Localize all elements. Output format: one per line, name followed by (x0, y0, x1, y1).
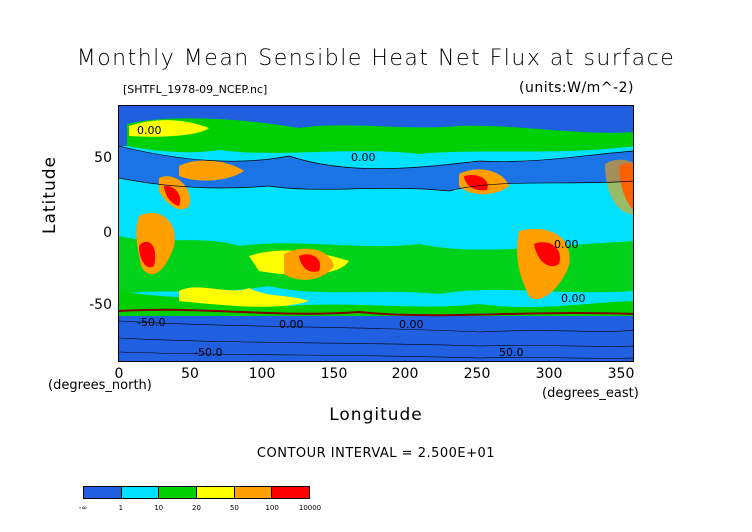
siberia-yellow (129, 120, 209, 137)
colorbar-label: 10000 (298, 504, 322, 512)
southern-green-band (119, 236, 633, 294)
antarctic-blue-band (119, 311, 633, 361)
southern-yellow-patch (179, 287, 309, 307)
south-america-orange (517, 229, 570, 300)
contour-label: 50.0 (499, 346, 524, 359)
contour-label: 0.00 (137, 124, 162, 137)
africa-red (139, 241, 156, 268)
x-axis-label: Longitude (329, 405, 423, 425)
x-tick-label: 0 (114, 366, 124, 382)
colorbar-swatch (272, 487, 310, 498)
y-tick-label: -50 (89, 297, 112, 313)
contour-label: 0.00 (399, 318, 424, 331)
colorbar-label: 20 (192, 504, 201, 512)
contour-label: 0.00 (554, 238, 579, 251)
map-plot-area: 0.00 0.00 0.00 0.00 0.00 0.00 -50.0 50.0… (118, 105, 634, 362)
units-label: (units:W/m^-2) (519, 80, 634, 96)
colorbar-swatch (197, 487, 235, 498)
subantarctic-green (119, 291, 633, 316)
x-tick-label: 350 (607, 366, 635, 382)
colorbar-label: -∞ (78, 504, 88, 512)
contour-line (119, 351, 633, 359)
x-tick-label: 50 (181, 366, 199, 382)
contour-label: 0.00 (351, 151, 376, 164)
y-tick-label: 50 (94, 150, 112, 166)
y-axis-label: Latitude (40, 156, 60, 234)
colorbar-swatch (84, 487, 122, 498)
x-tick-label: 300 (535, 366, 563, 382)
east-edge-orange (605, 159, 633, 214)
x-tick-label: 200 (391, 366, 419, 382)
contour-label: -50.0 (137, 316, 165, 329)
colorbar-swatch (159, 487, 198, 498)
arabia-red (164, 185, 181, 206)
x-axis-unit: (degrees_east) (542, 386, 639, 401)
central-asia-orange (179, 160, 244, 181)
x-tick-label: 250 (463, 366, 491, 382)
contour-label: 0.00 (279, 318, 304, 331)
flux-map: 0.00 0.00 0.00 0.00 0.00 0.00 -50.0 50.0… (119, 106, 633, 361)
antarctic-contour (119, 308, 633, 317)
colorbar-label: 1 (118, 504, 124, 512)
colorbar-swatch (121, 487, 160, 498)
australia-red (299, 254, 321, 272)
contour-label: 0.00 (561, 292, 586, 305)
file-label: [SHTFL_1978-09_NCEP.nc] (123, 83, 268, 96)
colorbar-swatch (234, 487, 273, 498)
x-tick-label: 100 (248, 366, 276, 382)
contour-line (119, 177, 633, 192)
colorbar-label: 10 (154, 504, 164, 512)
colorbar-label: 50 (229, 504, 239, 512)
contour-label: -50.0 (194, 346, 222, 359)
map-title: Monthly Mean Sensible Heat Net Flux at s… (76, 46, 676, 71)
y-axis-unit: (degrees_north) (48, 378, 152, 393)
contour-line (119, 337, 633, 347)
contour-interval-note: CONTOUR INTERVAL = 2.500E+01 (256, 446, 496, 461)
x-tick-label: 150 (320, 366, 348, 382)
northern-land-green (127, 118, 633, 154)
contour-line (119, 320, 633, 333)
colorbar (83, 486, 310, 499)
contour-line (119, 145, 633, 169)
south-america-red (534, 242, 560, 267)
colorbar-label: 100 (265, 504, 279, 512)
y-tick-label: 0 (103, 225, 112, 241)
